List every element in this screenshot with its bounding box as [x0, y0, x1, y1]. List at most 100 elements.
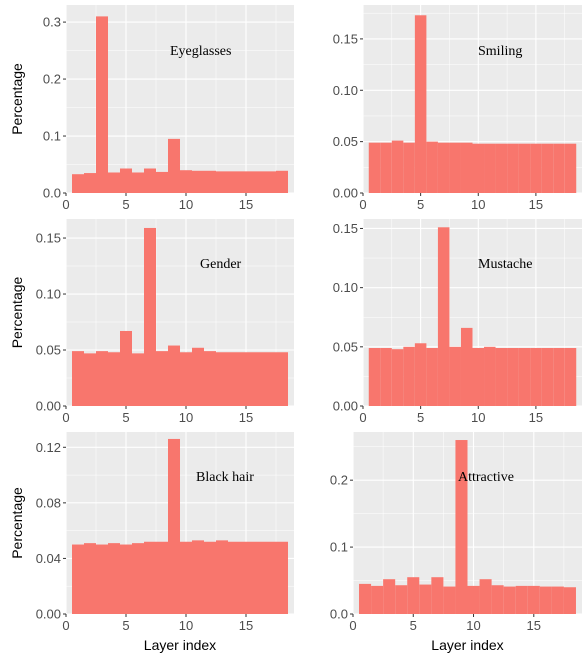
chart-panel-3: 0.00 0.05 0.10 0.15 0 5 10 15 Gender Percentage [9, 219, 294, 425]
bar-layer-4 [108, 172, 120, 193]
y-tick-label: 0.12 [36, 440, 61, 455]
bar-layer-3 [96, 16, 108, 194]
y-tick-label: 0.10 [36, 287, 61, 302]
bar-layer-5 [120, 544, 132, 614]
chart-panel-5: 0.00 0.04 0.08 0.12 0 5 10 15 Black hair Percenta… [9, 432, 294, 653]
bar-layer-13 [507, 348, 519, 406]
x-tick-label: 5 [410, 618, 417, 633]
bar-layer-10 [472, 143, 485, 193]
bar-layer-18 [564, 348, 577, 406]
chart-panel-1: 0.0 0.1 0.2 0.3 0 5 10 15 Eyeglasses Percentage [9, 5, 294, 212]
bar-layer-18 [564, 143, 577, 193]
y-tick-label: 0.3 [43, 15, 61, 30]
bar-layer-14 [518, 143, 531, 193]
x-tick-label: 10 [466, 618, 480, 633]
y-tick-label: 0.15 [36, 231, 61, 246]
bar-layer-13 [216, 540, 228, 614]
x-tick-label: 15 [529, 410, 543, 425]
bar-layer-2 [84, 173, 96, 193]
bar-layer-10 [180, 541, 192, 614]
bar-layer-2 [380, 142, 392, 193]
bar-layer-9 [455, 440, 468, 614]
bar-layer-13 [216, 171, 228, 193]
bar-layer-3 [96, 351, 108, 406]
bar-layer-9 [168, 138, 180, 193]
bar-layer-8 [156, 171, 168, 193]
bar-layer-1 [72, 351, 84, 406]
y-tick-label: 0.00 [36, 399, 61, 414]
bar-layer-1 [368, 348, 381, 406]
y-tick-label: 0.05 [333, 339, 358, 354]
bar-layer-17 [551, 586, 564, 614]
bar-layer-7 [431, 577, 444, 614]
bar-layer-7 [144, 541, 156, 614]
bar-layer-1 [368, 142, 381, 193]
bar-layer-4 [108, 543, 120, 614]
bar-layer-11 [484, 346, 496, 406]
bar-layer-10 [472, 348, 485, 406]
panel-annotation: Eyeglasses [170, 44, 231, 59]
x-tick-label: 15 [239, 410, 253, 425]
bar-layer-4 [403, 142, 415, 193]
y-tick-label: 0.2 [43, 72, 61, 87]
bar-layer-9 [168, 345, 180, 406]
bar-layer-10 [467, 585, 480, 614]
bar-layer-8 [156, 541, 168, 614]
x-tick-label: 0 [62, 618, 69, 633]
x-tick-label: 15 [529, 197, 543, 212]
x-tick-label: 5 [122, 197, 129, 212]
bar-layer-2 [84, 353, 96, 406]
bar-layer-17 [553, 143, 565, 193]
bar-layer-16 [252, 171, 264, 193]
x-tick-label: 15 [239, 618, 253, 633]
x-axis-title: Layer index [431, 637, 503, 653]
panel-annotation: Smiling [478, 44, 522, 59]
bar-layer-17 [264, 352, 276, 406]
y-axis-title: Percentage [9, 276, 25, 348]
bar-layer-3 [391, 140, 404, 193]
panel-annotation: Gender [200, 257, 242, 272]
bar-layer-3 [96, 544, 108, 614]
y-tick-label: 0.15 [333, 31, 358, 46]
bar-layer-8 [156, 351, 168, 406]
y-tick-label: 0.1 [330, 540, 348, 555]
bar-layer-18 [563, 587, 576, 614]
x-tick-label: 0 [349, 618, 356, 633]
bar-layer-4 [108, 352, 120, 406]
bar-layer-18 [276, 170, 288, 193]
bar-layer-5 [414, 15, 427, 193]
x-axis-title: Layer index [144, 637, 216, 653]
bar-layer-5 [120, 330, 132, 406]
bar-layer-18 [276, 352, 288, 406]
bar-layer-6 [132, 353, 144, 406]
bar-layer-12 [204, 170, 216, 193]
bar-layer-6 [426, 141, 438, 193]
bar-layer-11 [479, 579, 492, 614]
bar-layer-1 [72, 544, 84, 614]
bar-layer-10 [180, 170, 192, 193]
bar-layer-16 [252, 352, 264, 406]
y-tick-label: 0.0 [330, 607, 348, 622]
bar-layer-14 [228, 171, 240, 193]
bar-layer-5 [120, 168, 132, 193]
bar-layer-2 [84, 543, 96, 614]
x-tick-label: 0 [62, 410, 69, 425]
bar-layer-15 [527, 585, 540, 614]
y-axis-title: Percentage [9, 487, 25, 559]
bar-layer-15 [530, 143, 542, 193]
y-tick-label: 0.04 [36, 551, 61, 566]
bar-layer-8 [449, 346, 461, 406]
bar-layer-9 [460, 327, 473, 406]
y-tick-label: 0.05 [333, 134, 358, 149]
bar-layer-7 [437, 142, 450, 193]
x-tick-label: 5 [417, 410, 424, 425]
y-tick-label: 0.0 [43, 186, 61, 201]
bar-layer-7 [437, 227, 450, 406]
bar-layer-13 [216, 352, 228, 406]
chart-panel-4: 0.00 0.05 0.10 0.15 0 5 10 15 Mustache [333, 219, 582, 425]
y-tick-label: 0.08 [36, 495, 61, 510]
bar-layer-6 [132, 543, 144, 614]
bar-layer-5 [407, 577, 420, 614]
bar-layer-14 [228, 352, 240, 406]
bar-layer-6 [419, 584, 432, 614]
